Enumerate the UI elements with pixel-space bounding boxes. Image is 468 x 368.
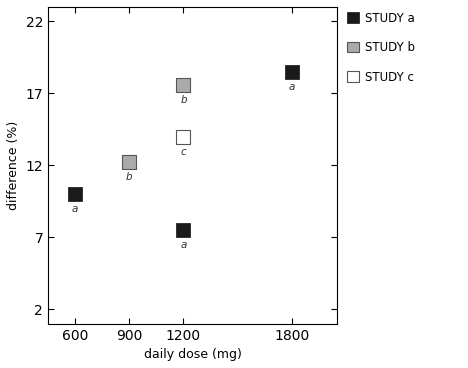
Point [180, 134, 187, 139]
Y-axis label: difference (%): difference (%) [7, 121, 20, 210]
Text: b: b [126, 173, 132, 183]
Text: b: b [180, 95, 187, 105]
Point [125, 159, 133, 165]
Point [180, 227, 187, 233]
Point [288, 69, 296, 75]
Point [180, 82, 187, 88]
Text: c: c [181, 146, 186, 156]
Point [71, 191, 79, 197]
Legend: STUDY a, STUDY b, STUDY c: STUDY a, STUDY b, STUDY c [343, 7, 420, 88]
Text: a: a [289, 82, 295, 92]
Text: a: a [72, 204, 78, 214]
Text: a: a [180, 240, 187, 250]
X-axis label: daily dose (mg): daily dose (mg) [144, 348, 241, 361]
